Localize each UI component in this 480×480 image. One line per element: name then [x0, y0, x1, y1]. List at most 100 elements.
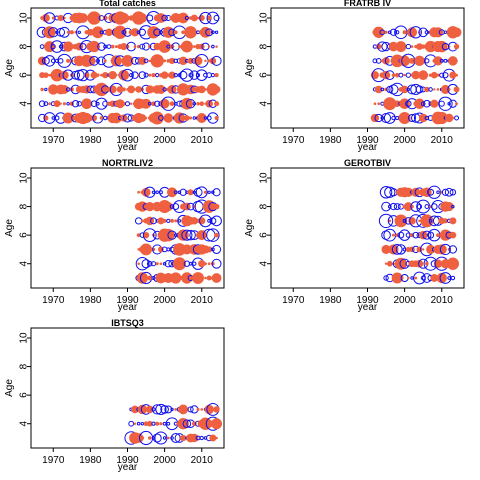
residual-bubble [418, 27, 428, 38]
residual-bubble [162, 436, 167, 440]
residual-bubble [138, 56, 147, 65]
residual-bubble [399, 55, 410, 67]
residual-bubble [391, 115, 396, 121]
residual-bubble [141, 259, 151, 269]
residual-bubble [381, 201, 391, 212]
residual-bubble [155, 272, 167, 284]
residual-bubble [415, 85, 424, 94]
residual-bubble [402, 30, 407, 35]
residual-bubble [189, 116, 193, 120]
residual-bubble [427, 231, 435, 239]
residual-bubble [148, 73, 152, 77]
residual-bubble [196, 16, 200, 20]
residual-bubble [195, 186, 208, 199]
residual-bubble [384, 262, 388, 265]
residual-bubble [185, 229, 196, 241]
residual-bubble [167, 230, 177, 240]
residual-bubble [420, 101, 426, 107]
residual-bubble [205, 28, 214, 37]
residual-bubble [136, 421, 141, 426]
residual-bubble [99, 116, 104, 120]
bubble-layer [134, 186, 222, 285]
x-tick-label: 1970 [42, 135, 65, 146]
residual-bubble [177, 229, 189, 241]
residual-bubble [384, 186, 396, 198]
residual-bubble [189, 70, 200, 80]
residual-bubble [447, 276, 452, 280]
x-tick-label: 2000 [153, 135, 176, 146]
residual-bubble [169, 101, 175, 107]
residual-bubble [102, 15, 108, 21]
residual-bubble [177, 219, 182, 223]
x-tick-label: 2000 [153, 455, 176, 466]
residual-bubble [170, 272, 182, 284]
residual-bubble [441, 188, 450, 196]
x-axis-label: year [358, 142, 378, 153]
x-tick-label: 2000 [153, 295, 176, 306]
residual-bubble [162, 261, 167, 266]
residual-bubble [395, 30, 400, 35]
residual-bubble [414, 276, 418, 280]
residual-bubble [181, 30, 186, 35]
residual-bubble [387, 204, 392, 209]
residual-bubble [180, 97, 193, 110]
residual-bubble [375, 43, 382, 50]
residual-bubble [446, 257, 460, 270]
residual-bubble [391, 244, 403, 255]
panel-title: GEROTBIV [344, 158, 391, 168]
panel-2: NORTRLIV2 1970 1980 1990 2000 2010 4 6 8 10 year Ag… [4, 158, 225, 313]
x-tick-label: 1980 [319, 135, 342, 146]
residual-bubble [174, 219, 178, 223]
residual-bubble [41, 14, 50, 22]
residual-bubble [135, 86, 142, 93]
residual-bubble [386, 260, 393, 267]
residual-bubble [426, 244, 436, 254]
x-tick-label: 1970 [282, 135, 305, 146]
x-axis-label: year [358, 302, 378, 313]
residual-bubble [453, 43, 460, 50]
residual-bubble [199, 101, 205, 106]
residual-bubble [85, 55, 96, 66]
residual-bubble [136, 30, 141, 35]
residual-bubble [410, 276, 414, 280]
residual-bubble [48, 84, 59, 95]
bubble-layer [378, 185, 460, 285]
residual-bubble [382, 57, 390, 65]
residual-bubble [137, 262, 140, 265]
residual-bubble [436, 190, 440, 195]
residual-bubble [168, 57, 176, 64]
y-tick-label: 6 [19, 232, 30, 238]
residual-bubble [197, 85, 206, 94]
residual-bubble [414, 98, 425, 109]
residual-bubble [78, 13, 88, 23]
residual-bubble [395, 244, 407, 255]
residual-bubble [211, 55, 222, 66]
residual-bubble [380, 87, 385, 92]
x-tick-label: 2010 [191, 295, 214, 306]
residual-bubble [406, 87, 411, 92]
residual-bubble [66, 101, 70, 106]
residual-bubble [443, 58, 448, 63]
residual-bubble [170, 116, 174, 120]
y-tick-label: 4 [259, 260, 270, 266]
residual-bubble [71, 70, 80, 80]
residual-bubble [129, 72, 134, 78]
residual-bubble [214, 116, 219, 120]
residual-bubble [48, 73, 51, 77]
residual-bubble [181, 272, 193, 284]
residual-bubble [389, 202, 398, 211]
y-tick-label: 8 [259, 43, 270, 49]
residual-bubble [214, 30, 219, 34]
residual-bubble [403, 187, 413, 197]
residual-bubble [145, 405, 154, 414]
residual-bubble [196, 30, 200, 35]
residual-bubble [407, 27, 418, 38]
residual-bubble [388, 84, 399, 95]
residual-bubble [455, 102, 458, 106]
residual-bubble [62, 102, 66, 106]
y-tick-label: 8 [259, 203, 270, 209]
y-tick-label: 8 [19, 43, 30, 49]
residual-bubble [159, 422, 163, 426]
y-tick-label: 8 [19, 363, 30, 369]
residual-bubble [103, 59, 107, 63]
